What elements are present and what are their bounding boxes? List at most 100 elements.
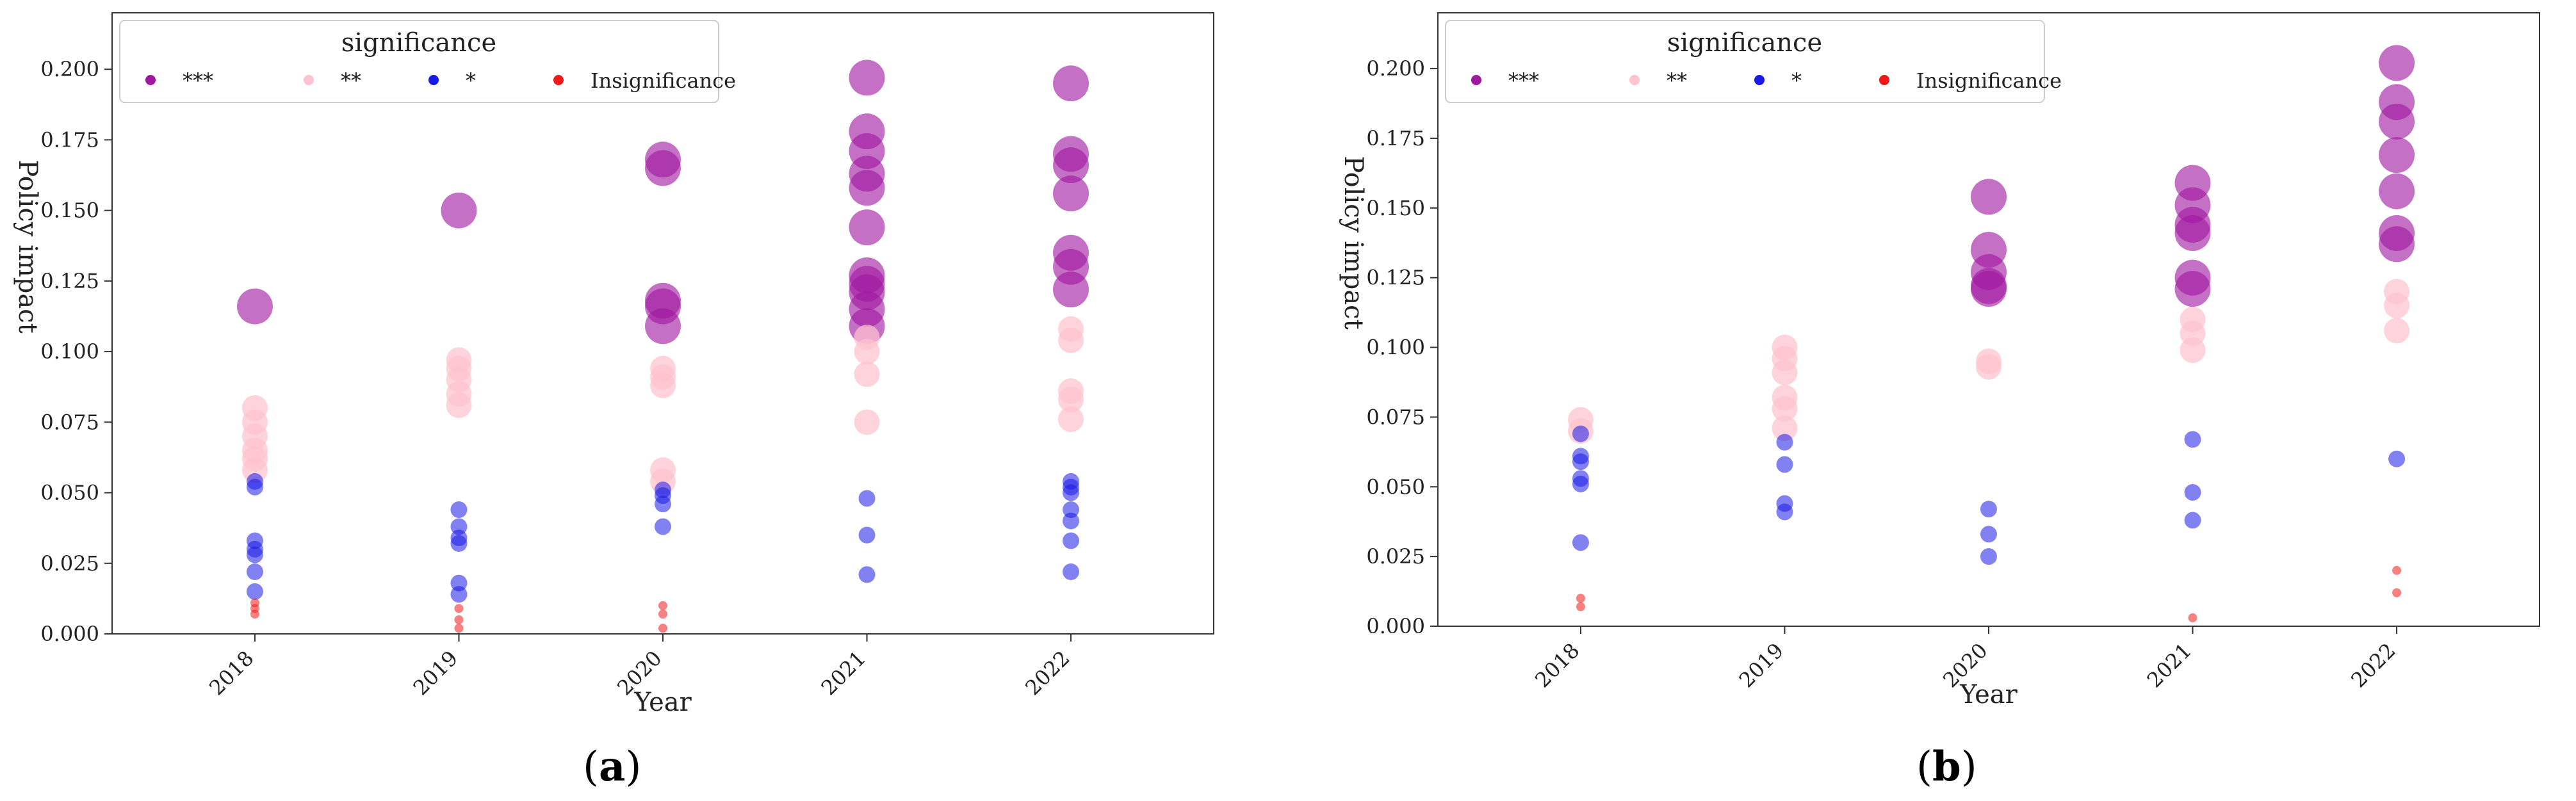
legend-label-two-star: **: [1667, 69, 1687, 93]
data-point-three-star: [1971, 179, 2007, 215]
legend-title: significance: [1667, 28, 1822, 58]
legend-label-three-star: ***: [1508, 69, 1539, 93]
y-axis-label: Policy impact: [1339, 156, 1368, 329]
data-point-insignificance: [2392, 565, 2402, 575]
data-point-two-star: [1058, 387, 1084, 413]
data-point-one-star: [1063, 484, 1080, 501]
data-point-insignificance: [2392, 588, 2402, 597]
y-tick-label: 0.000: [40, 622, 99, 646]
data-point-one-star: [655, 518, 671, 535]
data-point-insignificance: [2188, 613, 2197, 622]
x-tick-label: 2019: [1734, 638, 1788, 692]
y-tick-label: 0.050: [40, 481, 99, 505]
legend-title: significance: [341, 28, 496, 58]
data-point-two-star: [854, 409, 880, 435]
data-point-insignificance: [250, 610, 259, 619]
data-point-three-star: [2379, 226, 2415, 263]
x-axis-label: Year: [633, 688, 692, 717]
data-point-two-star: [446, 392, 472, 418]
y-axis-label: Policy impact: [13, 159, 42, 333]
y-tick-label: 0.100: [1366, 336, 1425, 360]
data-point-one-star: [1572, 475, 1589, 492]
data-point-one-star: [2388, 450, 2406, 467]
data-point-two-star: [2384, 318, 2410, 344]
y-tick-label: 0.150: [40, 198, 99, 223]
data-point-two-star: [1772, 415, 1798, 441]
data-point-three-star: [2379, 173, 2415, 209]
data-point-three-star: [2379, 137, 2415, 174]
data-point-one-star: [1063, 532, 1080, 549]
data-point-one-star: [1063, 512, 1080, 530]
legend-marker-one-star: [1754, 75, 1765, 85]
x-axis-label: Year: [1959, 680, 2018, 709]
data-point-one-star: [246, 546, 263, 563]
data-point-three-star: [1053, 175, 1089, 212]
data-point-one-star: [858, 566, 876, 583]
y-tick-label: 0.150: [1366, 196, 1425, 220]
data-point-one-star: [246, 563, 263, 580]
data-point-insignificance: [1576, 594, 1585, 603]
data-point-one-star: [2184, 431, 2201, 448]
data-point-two-star: [2180, 337, 2206, 363]
data-point-one-star: [1776, 433, 1793, 451]
legend-marker-two-star: [1629, 75, 1640, 85]
x-tick-label: 2019: [409, 646, 462, 700]
legend-label-insignificance: Insignificance: [1916, 69, 2062, 93]
legend-label-one-star: *: [466, 69, 476, 93]
data-point-one-star: [1980, 501, 1997, 518]
legend-marker-one-star: [428, 75, 439, 85]
data-point-three-star: [2174, 271, 2211, 307]
data-point-insignificance: [454, 615, 464, 624]
data-point-three-star: [1053, 147, 1089, 184]
y-tick-label: 0.050: [1366, 474, 1425, 499]
data-point-insignificance: [658, 624, 667, 633]
data-point-one-star: [1980, 526, 1997, 543]
data-point-two-star: [1976, 354, 2001, 380]
data-point-one-star: [1776, 503, 1793, 521]
data-point-three-star: [1971, 271, 2007, 307]
y-tick-label: 0.025: [1366, 544, 1425, 569]
data-point-two-star: [854, 339, 880, 365]
legend-marker-three-star: [1471, 75, 1481, 85]
data-point-three-star: [441, 192, 477, 229]
data-point-two-star: [1772, 359, 1798, 385]
data-point-two-star: [854, 361, 880, 387]
y-tick-label: 0.125: [1366, 266, 1425, 290]
data-point-three-star: [849, 170, 885, 206]
data-point-one-star: [246, 583, 263, 600]
legend-label-three-star: ***: [183, 69, 213, 93]
panel-label-b: (b): [1916, 743, 1977, 791]
y-tick-label: 0.175: [40, 127, 99, 152]
data-point-three-star: [2174, 215, 2211, 252]
legend-marker-two-star: [304, 75, 314, 85]
data-point-one-star: [2184, 512, 2201, 529]
legend-box: [119, 20, 719, 103]
x-tick-label: 2021: [817, 646, 870, 700]
data-point-insignificance: [1576, 602, 1585, 611]
y-tick-label: 0.000: [1366, 614, 1425, 638]
data-point-three-star: [645, 308, 681, 344]
data-point-one-star: [450, 586, 468, 603]
data-point-three-star: [645, 150, 681, 186]
data-point-one-star: [2184, 483, 2201, 501]
chart-panel-b: 0.000 0.025 0.050 0.075 0.100 0.125 0.150 0.175…: [1339, 12, 2540, 709]
legend-label-insignificance: Insignificance: [591, 69, 736, 93]
x-tick-label: 2022: [2346, 638, 2400, 692]
data-point-two-star: [1058, 327, 1084, 353]
legend-marker-three-star: [145, 75, 156, 85]
chart-panel-a: 0.000 0.025 0.050 0.075 0.100 0.125 0.150 0.175…: [13, 12, 1214, 717]
legend-marker-insignificance: [553, 75, 564, 85]
legend-label-one-star: *: [1791, 69, 1802, 93]
x-tick-label: 2018: [1530, 638, 1584, 692]
y-tick-label: 0.200: [40, 57, 99, 81]
data-point-insignificance: [658, 601, 667, 610]
y-tick-label: 0.025: [40, 551, 99, 576]
data-point-three-star: [1053, 271, 1089, 308]
data-point-three-star: [849, 209, 885, 246]
data-point-two-star: [1058, 406, 1084, 432]
data-point-insignificance: [658, 610, 667, 619]
data-point-two-star: [2384, 293, 2410, 319]
data-point-one-star: [450, 501, 468, 518]
y-tick-label: 0.075: [1366, 405, 1425, 429]
data-point-two-star: [650, 373, 676, 398]
